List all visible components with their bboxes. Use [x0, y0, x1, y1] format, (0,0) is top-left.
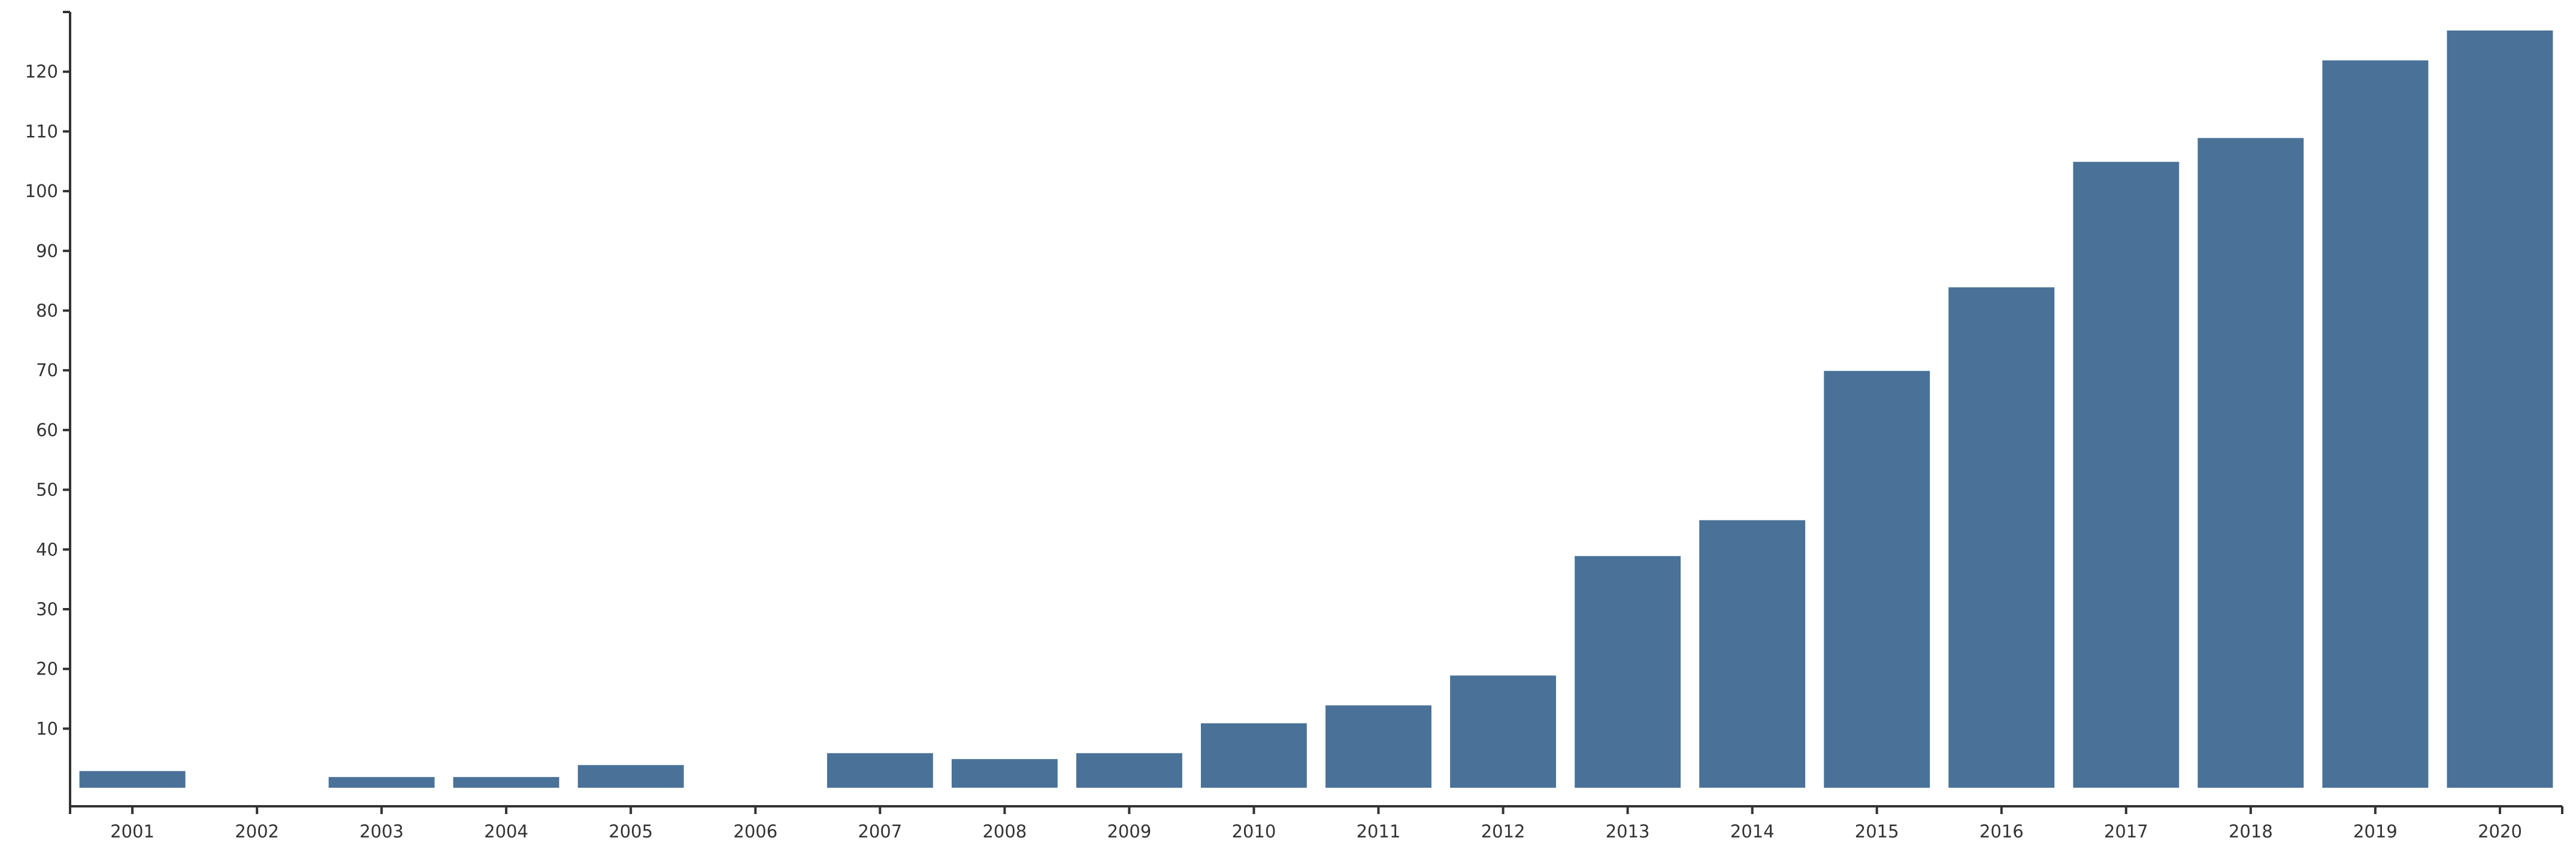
- bar-2007: [825, 752, 934, 790]
- x-tick-label-2018: 2018: [2229, 821, 2273, 842]
- x-tick-label-2009: 2009: [1107, 821, 1151, 842]
- x-tick-label-2005: 2005: [609, 821, 653, 842]
- x-tick-label-2013: 2013: [1606, 821, 1650, 842]
- y-tick-label-40: 40: [36, 539, 58, 559]
- bar-2019: [2321, 59, 2430, 790]
- x-tick-label-2007: 2007: [858, 821, 902, 842]
- x-tick-label-2019: 2019: [2353, 821, 2398, 842]
- x-tick-label-2017: 2017: [2104, 821, 2148, 842]
- bar-2005: [576, 764, 685, 790]
- x-tick-label-2015: 2015: [1855, 821, 1899, 842]
- y-tick-label-110: 110: [25, 121, 58, 141]
- bar-2014: [1698, 519, 1807, 790]
- bar-2004: [452, 776, 561, 790]
- bar-2010: [1200, 722, 1308, 790]
- y-tick-label-90: 90: [36, 241, 58, 261]
- x-tick-label-2003: 2003: [359, 821, 404, 842]
- x-tick-label-2016: 2016: [1979, 821, 2024, 842]
- x-tick-label-2020: 2020: [2478, 821, 2522, 842]
- x-tick-label-2011: 2011: [1357, 821, 1401, 842]
- y-tick-label-30: 30: [36, 599, 58, 619]
- y-tick-label-80: 80: [36, 301, 58, 321]
- x-tick-label-2004: 2004: [484, 821, 528, 842]
- bar-2012: [1449, 674, 1558, 790]
- y-tick-label-10: 10: [36, 718, 58, 739]
- bar-2011: [1324, 704, 1433, 790]
- bar-2018: [2196, 137, 2305, 790]
- y-tick-label-50: 50: [36, 480, 58, 500]
- x-tick-label-2012: 2012: [1481, 821, 1525, 842]
- y-tick-label-100: 100: [25, 181, 58, 201]
- x-tick-label-2002: 2002: [235, 821, 279, 842]
- x-tick-label-2010: 2010: [1232, 821, 1276, 842]
- y-tick-label-120: 120: [25, 62, 58, 82]
- y-tick-label-20: 20: [36, 659, 58, 679]
- bar-2017: [2072, 161, 2181, 790]
- x-tick-label-2001: 2001: [110, 821, 155, 842]
- bar-2009: [1075, 752, 1183, 790]
- y-tick-label-70: 70: [36, 360, 58, 380]
- bar-2001: [78, 770, 187, 790]
- bar-2020: [2445, 29, 2554, 790]
- bar-2013: [1573, 555, 1682, 790]
- bar-2016: [1947, 286, 2056, 790]
- x-axis-ticks: 2001 2002 2003 2004 2005 2006 2007 2008 2009 2010…: [69, 806, 2563, 842]
- x-tick-label-2008: 2008: [982, 821, 1027, 842]
- bar-2015: [1823, 370, 1932, 790]
- x-tick-label-2006: 2006: [733, 821, 777, 842]
- bar-2008: [950, 758, 1059, 789]
- x-tick-label-2014: 2014: [1730, 821, 1775, 842]
- y-axis-ticks: 10 20 30 40 50 60 70 80 90 100 110 120: [25, 11, 70, 739]
- bars-group: [78, 29, 2554, 790]
- y-tick-label-60: 60: [36, 420, 58, 440]
- bar-2003: [327, 776, 436, 790]
